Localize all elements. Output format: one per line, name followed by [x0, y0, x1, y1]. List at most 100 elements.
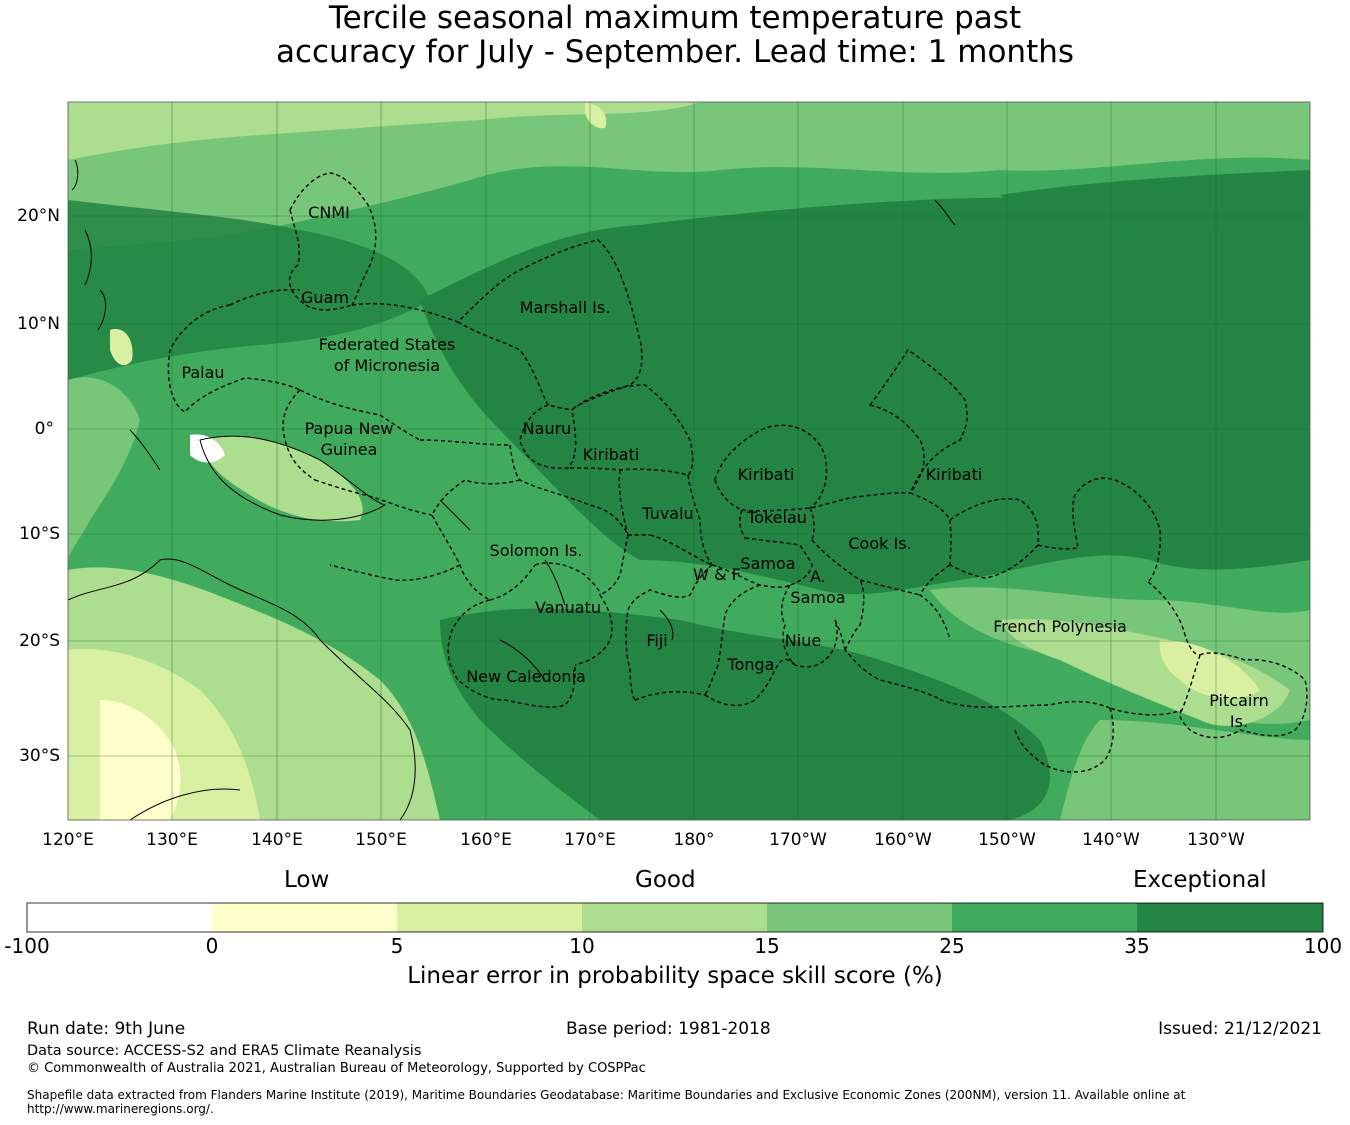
region-label: Samoa	[740, 554, 795, 573]
colorbar-tick: 15	[754, 934, 780, 958]
legend-category-low: Low	[284, 867, 330, 893]
eez-boundaries	[167, 172, 1308, 773]
region-label-line: Solomon Is.	[490, 541, 583, 560]
region-label-line: New Caledonia	[466, 667, 586, 686]
region-label-line: French Polynesia	[993, 617, 1127, 636]
map-frame	[67, 101, 1311, 821]
lon-label: 160°E	[460, 830, 512, 850]
lon-label: 120°E	[42, 830, 94, 850]
legend-category-good: Good	[635, 867, 696, 893]
colorbar-label: Linear error in probability space skill …	[407, 963, 943, 989]
region-label-line: of Micronesia	[334, 356, 440, 375]
colorbar-tick: 100	[1303, 934, 1343, 958]
colorbar-bin	[27, 903, 212, 932]
region-label-line: Vanuatu	[535, 598, 601, 617]
region-label-line: Papua New	[305, 419, 394, 438]
region-label-line: Tokelau	[746, 508, 807, 527]
region-label-line: CNMI	[308, 203, 350, 222]
region-label: French Polynesia	[993, 617, 1127, 636]
region-label-line: W & F	[693, 565, 741, 584]
lon-label: 140°W	[1082, 830, 1140, 850]
region-label-line: A.	[810, 567, 826, 586]
issued-date: Issued: 21/12/2021	[1158, 1019, 1322, 1039]
lon-label: 150°E	[355, 830, 407, 850]
region-label-line: Cook Is.	[848, 534, 911, 553]
region-label-line: Kiribati	[583, 445, 640, 464]
lat-label: 0°	[34, 419, 54, 439]
region-label: CNMI	[308, 203, 350, 222]
region-label: Fiji	[646, 631, 667, 650]
region-label: Niue	[785, 631, 821, 650]
region-label: Kiribati	[738, 465, 795, 484]
lon-label: 170°W	[769, 830, 827, 850]
colorbar-bin	[212, 903, 397, 932]
region-label-line: Kiribati	[738, 465, 795, 484]
region-label-line: Is.	[1230, 712, 1248, 731]
skill-field	[68, 102, 1310, 820]
region-label-line: Nauru	[523, 419, 572, 438]
shapefile-credit: Shapefile data extracted from Flanders M…	[27, 1088, 1186, 1116]
region-label-line: Marshall Is.	[520, 298, 611, 317]
region-label-line: Niue	[785, 631, 821, 650]
region-label: Federated States of Micronesia	[319, 335, 456, 375]
region-label: Kiribati	[926, 465, 983, 484]
copyright: © Commonwealth of Australia 2021, Austra…	[27, 1061, 646, 1076]
region-label: Marshall Is.	[520, 298, 611, 317]
region-label-line: Kiribati	[926, 465, 983, 484]
colorbar-tick: 10	[569, 934, 595, 958]
colorbar-tick: 35	[1124, 934, 1150, 958]
region-label: Tonga	[727, 655, 775, 674]
region-label-line: Guam	[301, 288, 349, 307]
base-period: Base period: 1981-2018	[566, 1019, 771, 1039]
region-label: Vanuatu	[535, 598, 601, 617]
region-label-line: Samoa	[790, 588, 845, 607]
data-source: Data source: ACCESS-S2 and ERA5 Climate …	[27, 1043, 422, 1059]
lon-label: 180°	[673, 830, 715, 850]
region-label: Samoa	[790, 588, 845, 607]
lat-label: 10°S	[19, 524, 60, 544]
lat-label: 20°N	[17, 206, 60, 226]
region-labels: CNMI Guam Marshall Is. Federated States o…	[181, 203, 1268, 731]
region-label: Solomon Is.	[490, 541, 583, 560]
lat-label: 30°S	[19, 746, 60, 766]
colorbar-tick: 25	[939, 934, 965, 958]
colorbar-bin	[767, 903, 952, 932]
colorbar-bin	[1137, 903, 1323, 932]
region-label-line: Palau	[181, 363, 224, 382]
region-label-line: Fiji	[646, 631, 667, 650]
region-label-line: Tuvalu	[641, 504, 693, 523]
colorbar-frame	[26, 902, 1324, 933]
coastlines	[68, 159, 956, 820]
colorbar	[26, 902, 1324, 933]
colorbar-tick: 0	[205, 934, 219, 958]
colorbar-bin	[397, 903, 582, 932]
region-label: A.	[810, 567, 826, 586]
region-label: Guam	[301, 288, 349, 307]
run-date: Run date: 9th June	[27, 1019, 186, 1039]
region-label: Kiribati	[583, 445, 640, 464]
colorbar-bin	[582, 903, 767, 932]
region-label-line: Samoa	[740, 554, 795, 573]
region-label: Palau	[181, 363, 224, 382]
region-label: Nauru	[523, 419, 572, 438]
region-label-line: Guinea	[321, 440, 378, 459]
region-label: New Caledonia	[466, 667, 586, 686]
map-title-line-2: accuracy for July - September. Lead time…	[275, 34, 1075, 70]
lat-label: 10°N	[17, 314, 60, 334]
colorbar-tick: -100	[4, 934, 50, 958]
lon-label: 130°W	[1187, 830, 1245, 850]
region-label: Papua New Guinea	[305, 419, 394, 459]
region-label-line: Tonga	[727, 655, 775, 674]
region-label: W & F	[693, 565, 741, 584]
lon-label: 160°W	[874, 830, 932, 850]
region-label: Tuvalu	[641, 504, 693, 523]
legend-category-exceptional: Exceptional	[1133, 867, 1267, 893]
map-title-line-1: Tercile seasonal maximum temperature pas…	[328, 0, 1022, 36]
lon-label: 140°E	[251, 830, 303, 850]
region-label-line: Federated States	[319, 335, 456, 354]
graticule	[68, 102, 1310, 820]
lon-label: 150°W	[978, 830, 1036, 850]
region-label: Pitcairn Is.	[1209, 691, 1269, 731]
lon-label: 130°E	[146, 830, 198, 850]
